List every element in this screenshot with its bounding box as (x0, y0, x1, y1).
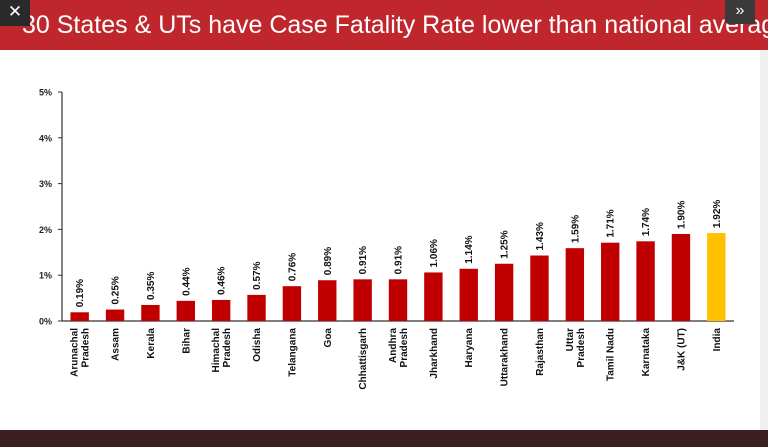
y-tick-label: 4% (39, 133, 52, 143)
bar (388, 279, 408, 321)
bar (671, 233, 691, 321)
bar (176, 300, 195, 321)
value-label: 1.90% (676, 201, 687, 229)
category-label: Odisha (252, 328, 263, 362)
bar (707, 233, 726, 321)
value-label: 0.25% (111, 276, 122, 304)
chart-title: 30 States & UTs have Case Fatality Rate … (22, 11, 768, 39)
category-label: India (712, 328, 723, 352)
value-label: 1.71% (606, 209, 617, 237)
bar (601, 242, 620, 321)
value-label: 1.74% (641, 208, 652, 236)
category-label: Pradesh (399, 328, 410, 367)
slide-edge (760, 50, 768, 430)
category-label: Himachal (211, 328, 222, 373)
value-label: 1.25% (500, 230, 511, 258)
y-tick-label: 5% (39, 88, 52, 98)
slide-header: 30 States & UTs have Case Fatality Rate … (0, 0, 768, 50)
bar (318, 280, 337, 321)
bar (530, 255, 549, 321)
bar (636, 241, 655, 321)
value-label: 0.91% (358, 246, 369, 274)
y-tick-label: 0% (39, 317, 52, 327)
category-label: Jharkhand (429, 328, 440, 379)
value-label: 1.14% (464, 235, 475, 263)
next-slide-icon[interactable]: » (725, 0, 755, 24)
bar-chart: 0%1%2%3%4%5%0.19%Arunachal Pradesh0.25%As… (39, 88, 734, 390)
bar (211, 299, 231, 321)
value-label: 1.59% (570, 215, 581, 243)
value-label: 0.89% (323, 247, 334, 275)
value-label: 0.57% (252, 261, 263, 289)
footer-bar (0, 430, 768, 447)
category-label: Haryana (464, 328, 475, 368)
value-label: 0.35% (146, 272, 157, 300)
value-label: 1.92% (712, 200, 723, 228)
bar (424, 272, 443, 321)
y-tick-label: 2% (39, 225, 52, 235)
category-label: Pradesh (222, 328, 233, 367)
category-label: Chhattisgarh (358, 328, 369, 390)
y-tick-label: 3% (39, 179, 52, 189)
value-label: 1.43% (535, 222, 546, 250)
category-label: Pradesh (81, 328, 92, 367)
value-label: 1.06% (429, 239, 440, 267)
value-label: 0.44% (181, 267, 192, 295)
bar (282, 286, 302, 321)
category-label: J&K (UT) (676, 328, 687, 371)
value-label: 0.19% (75, 279, 86, 307)
category-label: Rajasthan (535, 328, 546, 376)
category-label: Arunachal (70, 328, 81, 377)
category-label: Andhra (388, 328, 399, 363)
category-label: Tamil Nadu (606, 328, 617, 381)
value-label: 0.76% (287, 253, 298, 281)
category-label: Uttarakhand (500, 328, 511, 386)
category-label: Goa (323, 328, 334, 348)
category-label: Uttar (565, 328, 576, 351)
bar (565, 248, 585, 321)
category-label: Karnataka (641, 328, 652, 377)
value-label: 0.91% (394, 246, 405, 274)
bar (105, 309, 125, 321)
category-label: Telangana (287, 328, 298, 377)
bar (247, 294, 266, 321)
y-tick-label: 1% (39, 271, 52, 281)
category-label: Kerala (146, 328, 157, 359)
value-label: 0.46% (217, 266, 228, 294)
chart-area: 0% 1% 2% 3% 4% 5% 0.19% Arunachal Pradesh 0.25% As… (0, 50, 768, 430)
bar (70, 312, 89, 321)
bar (459, 268, 478, 321)
category-label: Bihar (181, 328, 192, 354)
bar (494, 263, 514, 321)
bar (353, 279, 372, 321)
category-label: Pradesh (576, 328, 587, 367)
category-label: Assam (111, 328, 122, 361)
close-icon[interactable]: ✕ (0, 0, 30, 26)
bar (141, 304, 160, 321)
